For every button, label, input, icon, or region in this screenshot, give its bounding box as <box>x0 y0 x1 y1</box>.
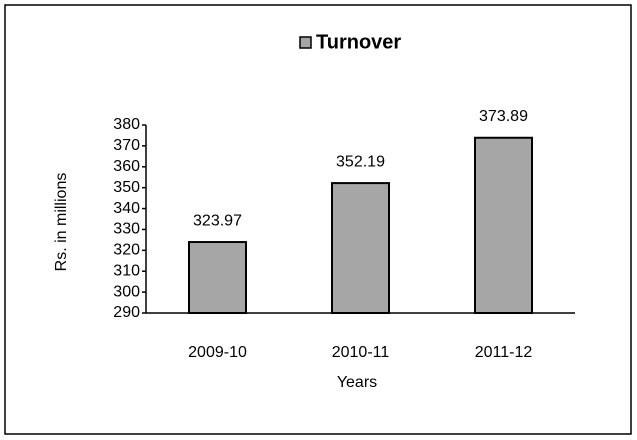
legend-label: Turnover <box>316 31 401 53</box>
chart-border <box>4 4 632 435</box>
y-tick-label: 380 <box>113 116 140 133</box>
value-label: 373.89 <box>479 108 528 125</box>
bar <box>474 136 533 314</box>
x-tick-label: 2010-11 <box>332 344 390 361</box>
y-tick-label: 340 <box>113 200 140 217</box>
bar <box>188 241 247 315</box>
y-tick-label: 290 <box>113 304 140 321</box>
y-axis-label: Rs. in millions <box>53 173 70 272</box>
x-axis-label: Years <box>337 374 377 391</box>
x-tick-label: 2011-12 <box>475 344 533 361</box>
bar <box>331 182 390 314</box>
value-label: 323.97 <box>193 212 242 229</box>
y-tick-label: 310 <box>113 262 140 279</box>
x-tick-label: 2009-10 <box>188 344 247 361</box>
y-tick-label: 320 <box>113 242 140 259</box>
y-tick-label: 370 <box>113 137 140 154</box>
legend-swatch <box>299 36 312 49</box>
y-tick-label: 330 <box>113 221 140 238</box>
y-tick-label: 350 <box>113 179 140 196</box>
value-label: 352.19 <box>336 153 385 170</box>
y-tick-label: 300 <box>113 283 140 300</box>
y-tick-label: 360 <box>113 158 140 175</box>
